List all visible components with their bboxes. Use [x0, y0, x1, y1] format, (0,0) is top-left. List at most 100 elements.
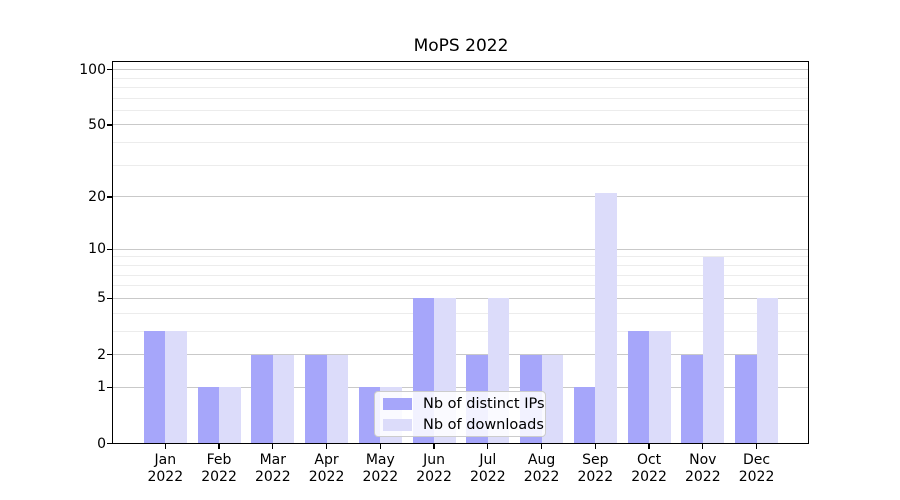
- y-gridline-minor: [113, 265, 809, 266]
- x-tick-mark: [218, 443, 220, 449]
- y-gridline-minor: [113, 330, 809, 332]
- y-gridline-minor: [113, 312, 809, 314]
- x-tick-year: 2022: [738, 469, 775, 485]
- bar-distinct-ips: [735, 354, 757, 444]
- x-tick-month: Jul: [479, 452, 497, 468]
- x-tick-month: Nov: [689, 452, 717, 468]
- x-tick-year: 2022: [631, 469, 667, 485]
- x-tick-month: May: [365, 452, 395, 468]
- bar-distinct-ips: [251, 354, 273, 444]
- y-gridline-minor: [113, 164, 809, 166]
- x-tick-month: Oct: [636, 452, 662, 468]
- y-tick-label: 10: [88, 241, 106, 258]
- y-tick-mark: [107, 196, 112, 198]
- y-gridline-major: [113, 354, 809, 355]
- x-tick-mark: [648, 443, 650, 449]
- x-tick-mark: [272, 443, 274, 449]
- y-tick-label: 50: [88, 116, 106, 133]
- x-tick-label: Jan 2022: [133, 452, 197, 486]
- bar-distinct-ips: [143, 331, 166, 444]
- x-tick-month: Jan: [154, 452, 177, 468]
- y-tick-mark: [107, 68, 112, 71]
- x-tick-month: Dec: [743, 452, 771, 468]
- x-tick-label: Feb 2022: [187, 452, 251, 486]
- x-tick-year: 2022: [469, 469, 506, 485]
- x-tick-label: Oct 2022: [617, 452, 681, 486]
- x-tick-year: 2022: [416, 469, 452, 485]
- legend-label: Nb of downloads: [423, 416, 544, 433]
- x-tick-label: Dec 2022: [725, 452, 789, 486]
- y-tick-label: 5: [97, 290, 106, 307]
- legend: Nb of distinct IPs Nb of downloads: [374, 391, 546, 437]
- legend-label: Nb of distinct IPs: [423, 395, 545, 412]
- y-tick-label: 20: [88, 188, 106, 205]
- bar-distinct-ips: [197, 387, 220, 444]
- x-tick-mark: [702, 443, 704, 449]
- y-gridline-minor: [113, 109, 809, 111]
- y-gridline-minor: [113, 87, 809, 89]
- bar-downloads: [219, 387, 241, 444]
- x-tick-month: Aug: [527, 452, 556, 468]
- x-tick-month: Sep: [582, 452, 609, 468]
- x-tick-label: Mar 2022: [241, 452, 305, 486]
- y-gridline-major: [113, 297, 809, 299]
- x-tick-mark: [379, 443, 381, 449]
- bar-downloads: [541, 354, 564, 444]
- bar-distinct-ips: [305, 354, 327, 444]
- y-gridline-minor: [113, 256, 809, 258]
- y-tick-mark: [107, 386, 112, 388]
- y-gridline-minor: [113, 274, 809, 276]
- y-gridline-major: [113, 386, 809, 388]
- x-tick-year: 2022: [147, 469, 184, 485]
- x-tick-label: Aug 2022: [510, 452, 574, 486]
- bar-distinct-ips: [573, 387, 596, 444]
- x-tick-month: Feb: [206, 452, 232, 468]
- bar-downloads: [595, 193, 617, 444]
- y-gridline-major: [113, 124, 809, 126]
- y-tick-mark: [107, 297, 112, 299]
- y-gridline-major: [113, 248, 809, 250]
- y-gridline-minor: [113, 77, 809, 79]
- x-tick-mark: [164, 443, 166, 449]
- y-gridline-minor: [113, 142, 809, 144]
- y-tick-mark: [107, 248, 112, 250]
- y-gridline-major: [113, 196, 809, 198]
- legend-entry: Nb of distinct IPs: [383, 395, 545, 412]
- x-tick-year: 2022: [201, 469, 237, 485]
- legend-swatch-distinct-ips: [383, 397, 412, 410]
- x-tick-mark: [325, 443, 328, 449]
- y-gridline-minor: [113, 97, 809, 99]
- bar-distinct-ips: [681, 354, 703, 444]
- x-tick-year: 2022: [684, 469, 721, 485]
- x-tick-month: Apr: [314, 452, 339, 468]
- x-tick-year: 2022: [577, 469, 614, 485]
- x-tick-mark: [755, 443, 758, 449]
- y-tick-label: 100: [79, 61, 106, 78]
- x-tick-label: May 2022: [348, 452, 412, 486]
- bar-downloads: [702, 256, 725, 444]
- x-tick-mark: [487, 443, 489, 449]
- x-tick-label: Nov 2022: [671, 452, 735, 486]
- bar-distinct-ips: [627, 331, 650, 444]
- y-tick-label: 2: [97, 346, 106, 363]
- y-tick-mark: [107, 124, 112, 126]
- bar-downloads: [649, 331, 671, 444]
- y-tick-mark: [107, 442, 112, 445]
- x-tick-month: Jun: [423, 452, 445, 468]
- x-tick-mark: [540, 443, 543, 449]
- legend-entry: Nb of downloads: [383, 416, 544, 433]
- x-tick-label: Jun 2022: [402, 452, 466, 486]
- bar-downloads: [272, 354, 295, 444]
- y-tick-mark: [107, 353, 112, 356]
- x-tick-mark: [433, 443, 435, 449]
- y-gridline-major: [113, 69, 809, 71]
- y-tick-label: 0: [97, 435, 106, 452]
- x-tick-label: Jul 2022: [456, 452, 520, 486]
- x-tick-label: Sep 2022: [563, 452, 627, 486]
- x-tick-label: Apr 2022: [295, 452, 359, 486]
- bar-downloads: [756, 298, 779, 444]
- x-tick-year: 2022: [523, 469, 560, 485]
- legend-swatch-downloads: [383, 418, 412, 431]
- x-tick-year: 2022: [308, 469, 345, 485]
